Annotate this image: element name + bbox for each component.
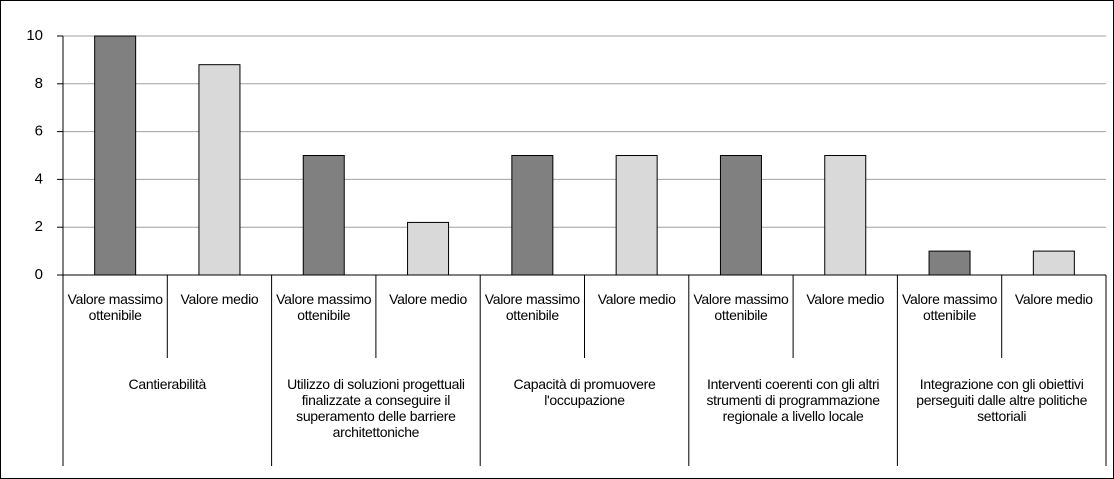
x-tick-label: Valore massimo ottenibile — [67, 291, 163, 323]
x-tick-label: Valore medio — [180, 291, 259, 307]
x-tick-label: Valore medio — [389, 291, 467, 307]
bar — [407, 221, 450, 276]
bar — [94, 35, 137, 276]
bar — [928, 250, 971, 276]
group-label: Capacità di promuovere l'occupazione — [513, 376, 656, 408]
bar — [1032, 250, 1075, 276]
x-tick-label: Valore massimo ottenibile — [901, 291, 998, 323]
y-tick-label: 4 — [35, 170, 43, 187]
x-tick-label: Valore massimo ottenibile — [484, 291, 580, 323]
group-label: Integrazione con gli obiettivi perseguit… — [916, 376, 1088, 424]
x-tick-label: Valore medio — [597, 291, 676, 307]
bar — [511, 155, 554, 276]
y-tick-label: 8 — [35, 75, 43, 92]
y-tick-label: 10 — [26, 27, 43, 44]
group-label: Interventi coerenti con gli altri strume… — [706, 376, 880, 424]
x-tick-label: Valore massimo ottenibile — [693, 291, 789, 323]
x-tick-label: Valore medio — [1014, 291, 1093, 307]
bar — [615, 155, 658, 276]
bar — [198, 64, 241, 276]
y-tick-label: 0 — [35, 266, 43, 283]
x-tick-label: Valore massimo ottenibile — [276, 291, 372, 323]
y-tick-label: 2 — [35, 218, 43, 235]
bar — [824, 155, 867, 276]
group-label: Cantierabilità — [128, 376, 207, 392]
bar — [302, 155, 345, 276]
y-tick-label: 6 — [35, 123, 43, 140]
bar — [719, 155, 762, 276]
group-label: Utilizzo di soluzioni progettuali finali… — [287, 376, 465, 440]
x-tick-label: Valore medio — [806, 291, 885, 307]
